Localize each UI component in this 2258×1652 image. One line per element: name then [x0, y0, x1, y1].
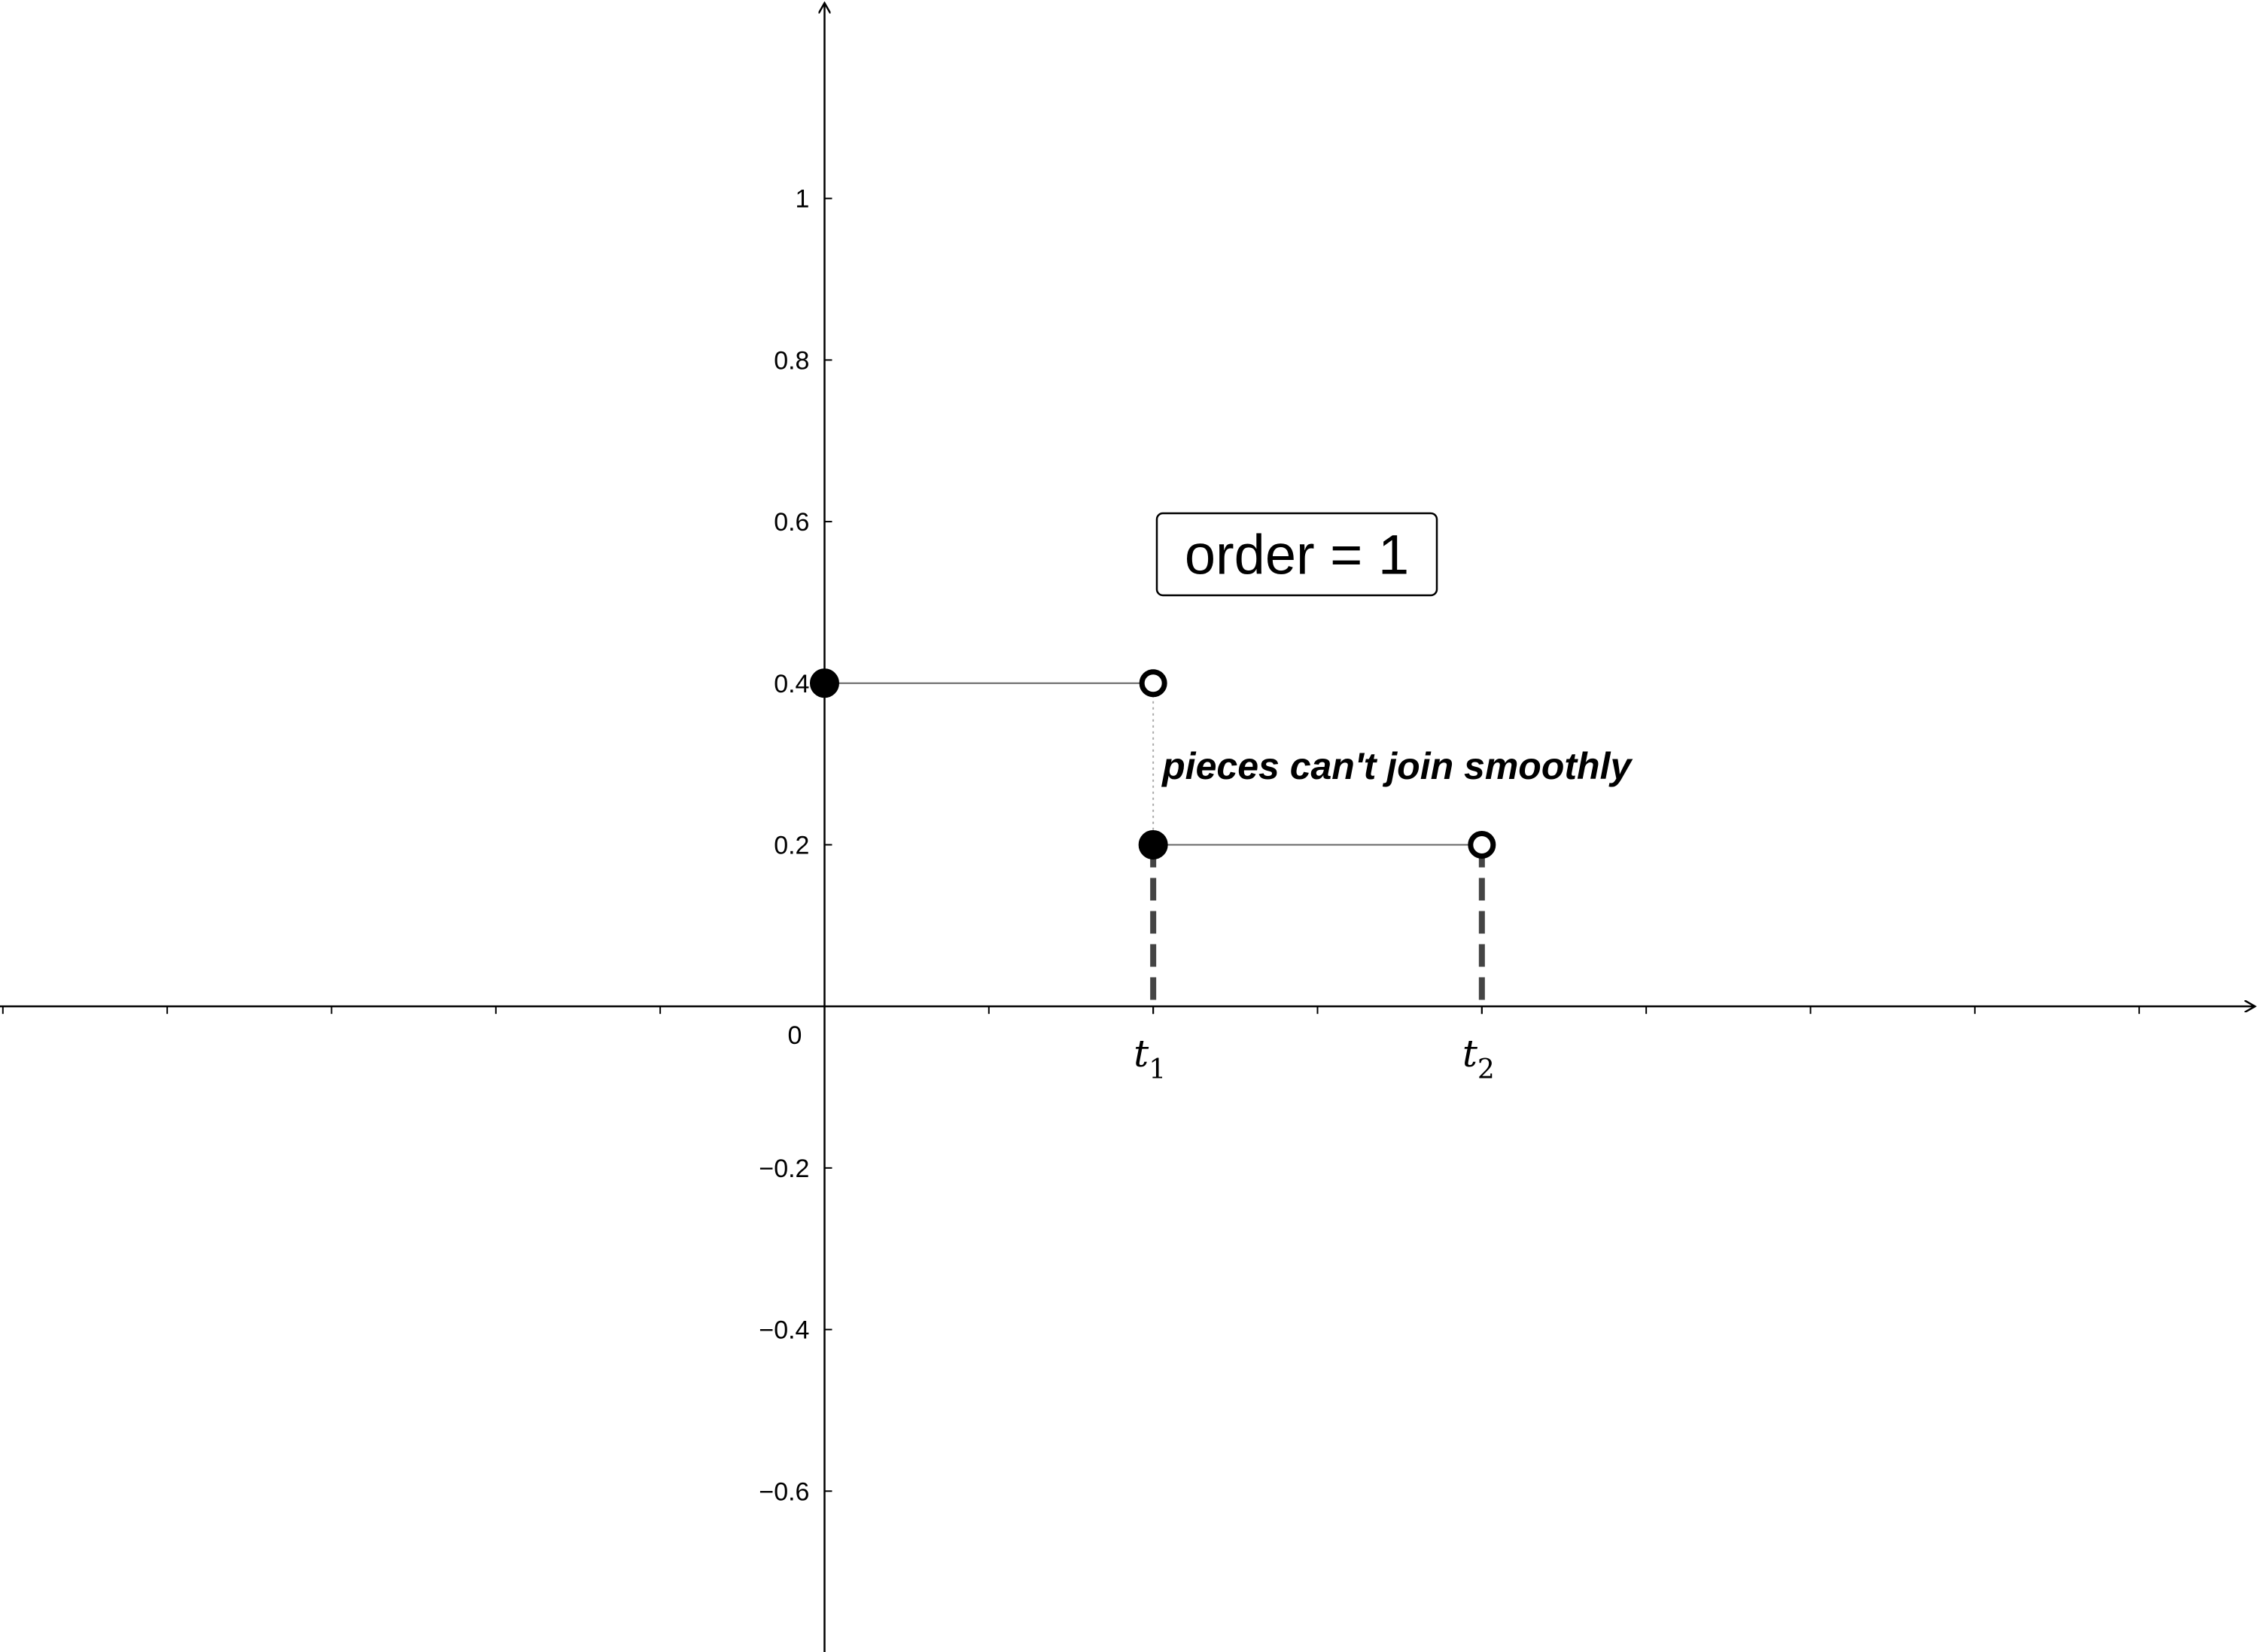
y-tick-label-5: −0.2 [759, 1155, 809, 1183]
y-tick-label-0: 1 [796, 185, 810, 214]
knot-label-1: t1 [1134, 1032, 1166, 1085]
y-tick-label-4: 0.2 [774, 831, 809, 859]
knot-label-1-sub: 1 [1149, 1054, 1166, 1085]
piece-1-end-point [1139, 669, 1167, 698]
y-tick-label-7: −0.6 [759, 1477, 809, 1506]
y-tick-label-6: −0.4 [759, 1316, 809, 1345]
y-tick-label-1: 0.8 [774, 346, 809, 375]
knot-label-2-sub: 2 [1477, 1054, 1495, 1085]
origin-label: 0 [788, 1021, 802, 1050]
piece-1-start-point [809, 668, 839, 698]
knot-label-2: t2 [1462, 1032, 1495, 1085]
piece-2-start-point [1138, 829, 1168, 859]
order-label: order = 1 [1185, 524, 1409, 586]
piece-2-end-point [1468, 830, 1496, 859]
order-box [1155, 512, 1438, 597]
knot-label-1-name: t [1134, 1032, 1149, 1075]
annotation-label: pieces can't join smoothly [1161, 745, 1633, 787]
knot-label-2-name: t [1462, 1032, 1478, 1075]
y-tick-label-2: 0.6 [774, 508, 809, 537]
y-tick-label-3: 0.4 [774, 670, 809, 698]
